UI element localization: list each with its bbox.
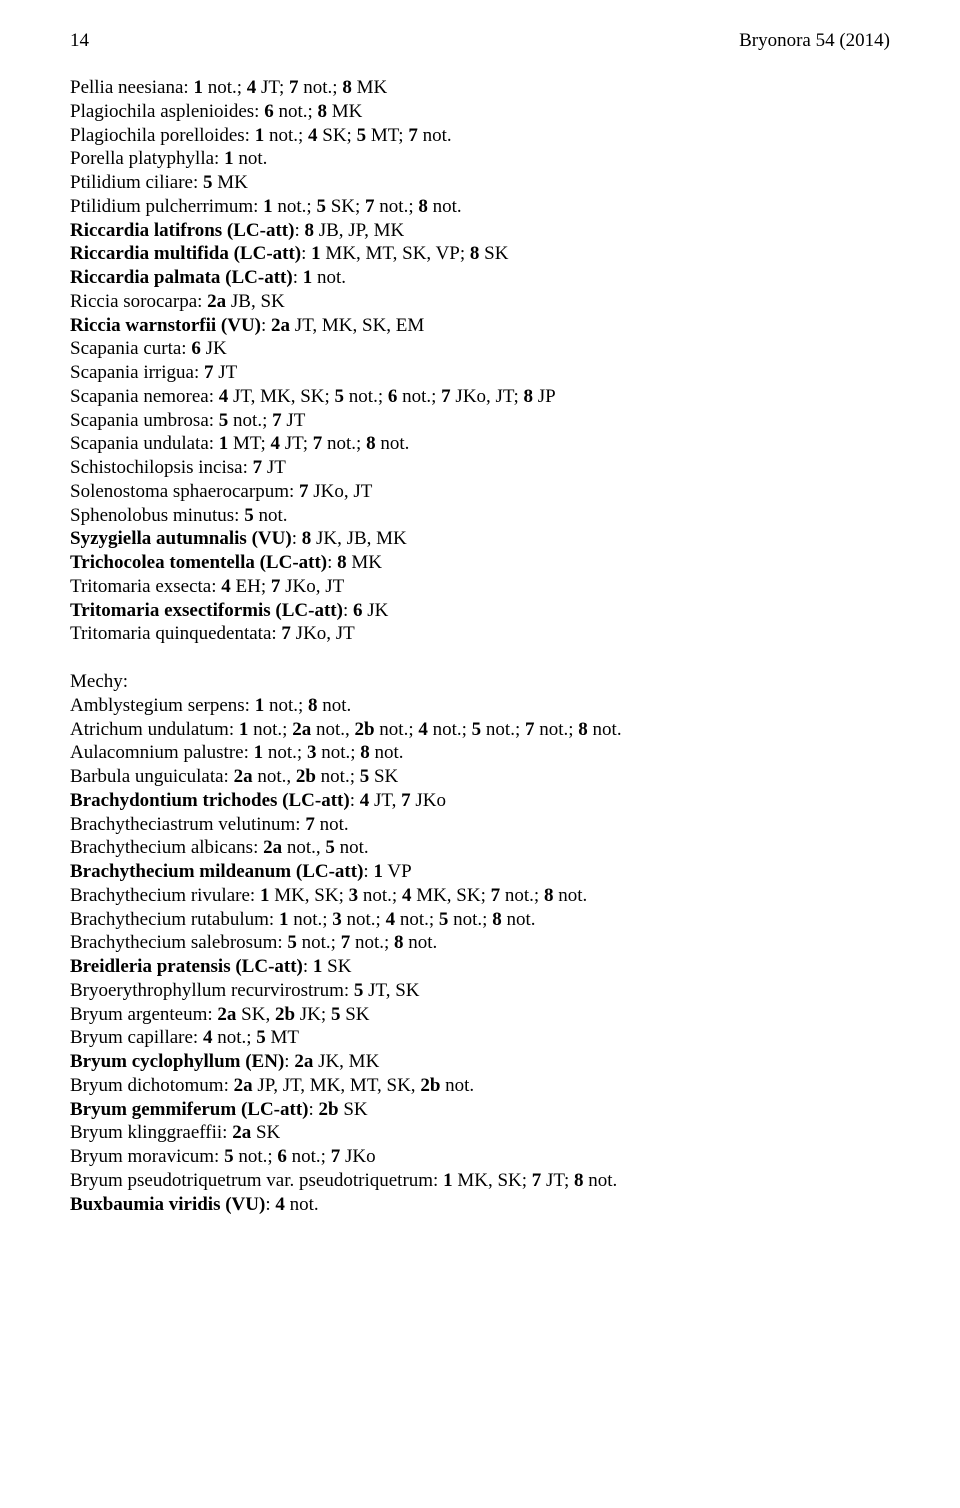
species-entry: Breidleria pratensis (LC-att): 1 SK — [70, 955, 890, 979]
species-entry: Bryum pseudotriquetrum var. pseudotrique… — [70, 1169, 890, 1193]
journal-title: Bryonora 54 (2014) — [739, 30, 890, 52]
species-entry: Plagiochila porelloides: 1 not.; 4 SK; 5… — [70, 124, 890, 148]
species-entry: Bryum cyclophyllum (EN): 2a JK, MK — [70, 1050, 890, 1074]
species-entry: Brachydontium trichodes (LC-att): 4 JT, … — [70, 789, 890, 813]
species-entry: Sphenolobus minutus: 5 not. — [70, 504, 890, 528]
section-heading-mechy: Mechy: — [70, 670, 890, 694]
species-entry: Schistochilopsis incisa: 7 JT — [70, 456, 890, 480]
species-block-2: Amblystegium serpens: 1 not.; 8 not.Atri… — [70, 694, 890, 1217]
section-gap — [70, 646, 890, 670]
species-entry: Ptilidium ciliare: 5 MK — [70, 171, 890, 195]
page-number: 14 — [70, 30, 89, 52]
species-entry: Tritomaria exsecta: 4 EH; 7 JKo, JT — [70, 575, 890, 599]
species-entry: Buxbaumia viridis (VU): 4 not. — [70, 1193, 890, 1217]
species-entry: Porella platyphylla: 1 not. — [70, 147, 890, 171]
species-entry: Brachytheciastrum velutinum: 7 not. — [70, 813, 890, 837]
species-entry: Riccardia latifrons (LC-att): 8 JB, JP, … — [70, 219, 890, 243]
species-entry: Ptilidium pulcherrimum: 1 not.; 5 SK; 7 … — [70, 195, 890, 219]
species-entry: Riccia sorocarpa: 2a JB, SK — [70, 290, 890, 314]
species-entry: Pellia neesiana: 1 not.; 4 JT; 7 not.; 8… — [70, 76, 890, 100]
species-entry: Bryoerythrophyllum recurvirostrum: 5 JT,… — [70, 979, 890, 1003]
species-entry: Aulacomnium palustre: 1 not.; 3 not.; 8 … — [70, 741, 890, 765]
species-entry: Brachythecium rivulare: 1 MK, SK; 3 not.… — [70, 884, 890, 908]
species-entry: Bryum dichotomum: 2a JP, JT, MK, MT, SK,… — [70, 1074, 890, 1098]
species-entry: Tritomaria exsectiformis (LC-att): 6 JK — [70, 599, 890, 623]
species-entry: Barbula unguiculata: 2a not., 2b not.; 5… — [70, 765, 890, 789]
species-entry: Brachythecium mildeanum (LC-att): 1 VP — [70, 860, 890, 884]
species-entry: Scapania undulata: 1 MT; 4 JT; 7 not.; 8… — [70, 432, 890, 456]
species-entry: Scapania irrigua: 7 JT — [70, 361, 890, 385]
species-entry: Riccia warnstorfii (VU): 2a JT, MK, SK, … — [70, 314, 890, 338]
species-entry: Riccardia multifida (LC-att): 1 MK, MT, … — [70, 242, 890, 266]
page-header: 14 Bryonora 54 (2014) — [70, 30, 890, 52]
species-entry: Atrichum undulatum: 1 not.; 2a not., 2b … — [70, 718, 890, 742]
species-entry: Bryum argenteum: 2a SK, 2b JK; 5 SK — [70, 1003, 890, 1027]
species-entry: Scapania nemorea: 4 JT, MK, SK; 5 not.; … — [70, 385, 890, 409]
species-entry: Brachythecium albicans: 2a not., 5 not. — [70, 836, 890, 860]
species-entry: Syzygiella autumnalis (VU): 8 JK, JB, MK — [70, 527, 890, 551]
species-entry: Brachythecium rutabulum: 1 not.; 3 not.;… — [70, 908, 890, 932]
species-entry: Bryum moravicum: 5 not.; 6 not.; 7 JKo — [70, 1145, 890, 1169]
species-entry: Amblystegium serpens: 1 not.; 8 not. — [70, 694, 890, 718]
species-entry: Bryum capillare: 4 not.; 5 MT — [70, 1026, 890, 1050]
species-entry: Bryum klinggraeffii: 2a SK — [70, 1121, 890, 1145]
species-entry: Scapania umbrosa: 5 not.; 7 JT — [70, 409, 890, 433]
species-entry: Trichocolea tomentella (LC-att): 8 MK — [70, 551, 890, 575]
page: 14 Bryonora 54 (2014) Pellia neesiana: 1… — [0, 0, 960, 1256]
species-entry: Scapania curta: 6 JK — [70, 337, 890, 361]
species-entry: Riccardia palmata (LC-att): 1 not. — [70, 266, 890, 290]
species-entry: Tritomaria quinquedentata: 7 JKo, JT — [70, 622, 890, 646]
species-entry: Bryum gemmiferum (LC-att): 2b SK — [70, 1098, 890, 1122]
species-entry: Solenostoma sphaerocarpum: 7 JKo, JT — [70, 480, 890, 504]
species-entry: Brachythecium salebrosum: 5 not.; 7 not.… — [70, 931, 890, 955]
species-entry: Plagiochila asplenioides: 6 not.; 8 MK — [70, 100, 890, 124]
species-block-1: Pellia neesiana: 1 not.; 4 JT; 7 not.; 8… — [70, 76, 890, 646]
